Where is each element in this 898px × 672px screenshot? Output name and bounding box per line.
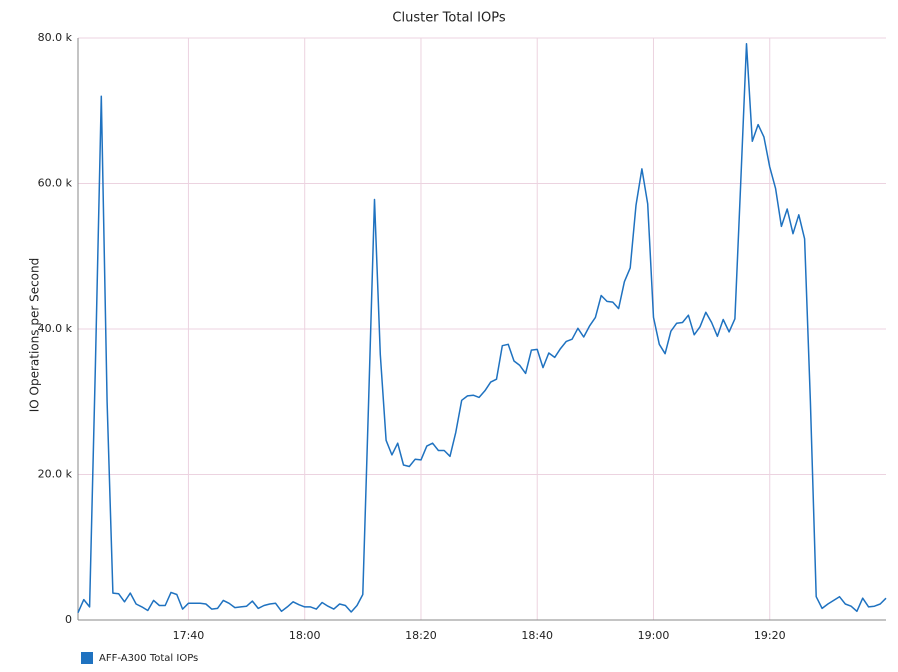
y-tick-label: 60.0 k <box>38 177 73 190</box>
series-line <box>77 43 887 614</box>
y-tick-label: 0 <box>65 613 72 626</box>
x-tick-label: 18:00 <box>289 629 321 642</box>
x-tick-label: 18:40 <box>521 629 553 642</box>
x-tick-label: 17:40 <box>173 629 205 642</box>
x-tick-label: 19:20 <box>754 629 786 642</box>
x-tick-label: 18:20 <box>405 629 437 642</box>
y-tick-label: 80.0 k <box>38 31 73 44</box>
y-tick-label: 40.0 k <box>38 322 73 335</box>
x-tick-label: 19:00 <box>638 629 670 642</box>
y-tick-label: 20.0 k <box>38 468 73 481</box>
y-axis-label: IO Operations per Second <box>28 258 42 413</box>
legend-label: AFF-A300 Total IOPs <box>99 653 198 664</box>
legend-swatch <box>81 652 93 664</box>
chart-title: Cluster Total IOPs <box>392 11 505 26</box>
